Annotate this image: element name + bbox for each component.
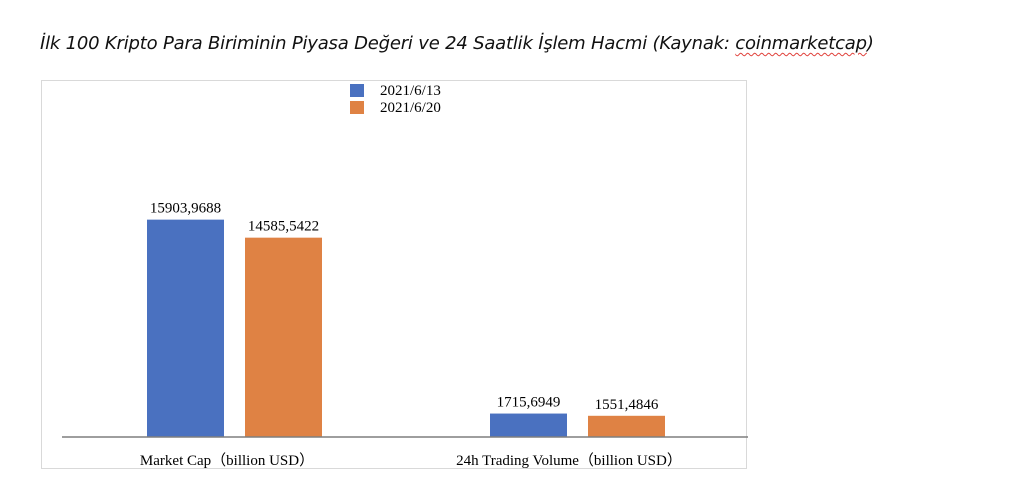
page-title: İlk 100 Kripto Para Biriminin Piyasa Değ… <box>40 33 874 54</box>
chart-frame: 2021/6/13 2021/6/20 15903,9688 1715,6949 14… <box>41 80 748 469</box>
value-label-2-2: 1551,4846 <box>595 397 659 413</box>
value-label-2-1: 14585,5422 <box>248 219 319 235</box>
legend-swatch-2 <box>350 101 364 114</box>
bar-2-1 <box>245 237 322 437</box>
bar-1-2 <box>490 413 567 437</box>
category-label-1: Market Cap（billion USD） <box>140 452 314 469</box>
bar-2-2 <box>588 415 665 437</box>
title-main-text: İlk 100 Kripto Para Biriminin Piyasa Değ… <box>40 33 736 54</box>
value-label-1-2: 1715,6949 <box>497 395 561 411</box>
category-labels: Market Cap（billion USD） 24h Trading Volum… <box>140 452 682 469</box>
legend-swatch-1 <box>350 84 364 97</box>
bars <box>147 219 665 437</box>
title-source-text: coinmarketcap <box>735 33 867 54</box>
value-label-1-1: 15903,9688 <box>150 201 221 217</box>
value-labels: 15903,9688 1715,6949 14585,5422 1551,4846 <box>150 201 659 413</box>
category-label-2: 24h Trading Volume（billion USD） <box>456 452 682 469</box>
legend-label-1: 2021/6/13 <box>380 83 441 99</box>
legend-label-2: 2021/6/20 <box>380 100 441 116</box>
bar-1-1 <box>147 219 224 437</box>
title-close-text: ) <box>866 33 874 54</box>
